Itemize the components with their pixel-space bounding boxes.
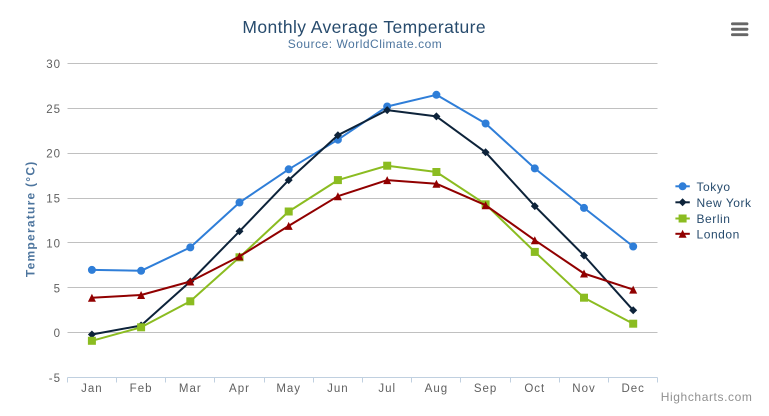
svg-text:25: 25: [46, 104, 61, 116]
svg-text:10: 10: [46, 238, 61, 250]
svg-text:5: 5: [54, 283, 61, 295]
svg-text:Temperature (°C): Temperature (°C): [24, 161, 38, 278]
svg-text:Berlin: Berlin: [697, 212, 731, 226]
svg-text:Dec: Dec: [621, 383, 644, 395]
svg-text:Highcharts.com: Highcharts.com: [661, 390, 753, 404]
svg-text:30: 30: [46, 59, 61, 71]
svg-text:Oct: Oct: [524, 383, 545, 395]
svg-text:Feb: Feb: [130, 383, 153, 395]
svg-text:Jan: Jan: [81, 383, 103, 395]
svg-text:London: London: [697, 227, 740, 241]
svg-text:Source: WorldClimate.com: Source: WorldClimate.com: [288, 37, 443, 51]
svg-text:0: 0: [54, 328, 61, 340]
svg-text:Jun: Jun: [327, 383, 349, 395]
svg-text:Tokyo: Tokyo: [697, 180, 731, 194]
svg-text:20: 20: [46, 149, 61, 161]
svg-text:Apr: Apr: [229, 383, 250, 395]
svg-text:Aug: Aug: [425, 383, 448, 395]
svg-text:Sep: Sep: [474, 383, 497, 395]
svg-text:Mar: Mar: [179, 383, 202, 395]
svg-text:-5: -5: [49, 373, 61, 385]
svg-text:15: 15: [46, 194, 61, 206]
svg-text:Nov: Nov: [572, 383, 595, 395]
svg-text:Monthly Average Temperature: Monthly Average Temperature: [242, 17, 486, 37]
svg-text:Jul: Jul: [378, 383, 396, 395]
svg-text:New York: New York: [697, 196, 753, 210]
svg-text:May: May: [276, 383, 301, 395]
